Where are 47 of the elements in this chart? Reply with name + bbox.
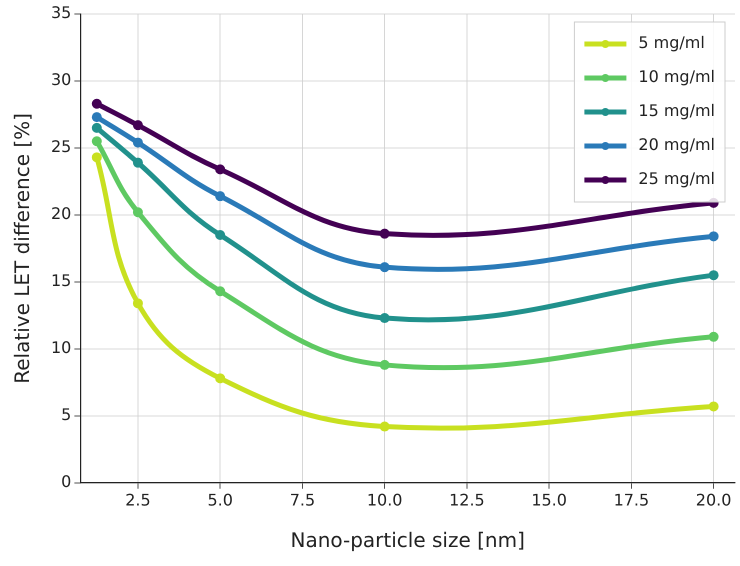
x-axis-title: Nano-particle size [nm]: [290, 528, 525, 552]
legend-label: 15 mg/ml: [638, 101, 715, 120]
x-tick-label: 10.0: [366, 490, 402, 510]
point: [708, 332, 719, 342]
y-tick-label: 5: [61, 404, 72, 424]
point: [215, 373, 226, 384]
y-tick-label: 15: [51, 271, 72, 290]
point: [215, 286, 226, 296]
point: [380, 313, 390, 324]
point: [708, 270, 719, 280]
y-tick-label: 30: [51, 70, 72, 90]
legend-label: 5 mg/ml: [638, 33, 705, 52]
point: [708, 401, 719, 412]
x-tick-label: 5.0: [207, 490, 233, 510]
x-tick-label: 17.5: [614, 490, 650, 510]
point: [215, 230, 226, 240]
point: [92, 152, 102, 162]
point: [92, 122, 102, 133]
point: [132, 120, 143, 130]
y-tick-label: 25: [51, 137, 72, 156]
x-tick-label: 15.0: [531, 490, 567, 510]
point: [92, 98, 102, 109]
legend-label: 25 mg/ml: [638, 169, 715, 188]
y-tick-label: 20: [51, 204, 72, 224]
x-tick-label: 12.5: [449, 490, 485, 510]
point: [132, 158, 143, 168]
point: [380, 360, 390, 370]
point: [215, 191, 226, 202]
y-tick-label: 35: [51, 3, 72, 22]
point: [92, 112, 102, 122]
point: [132, 138, 143, 148]
y-axis-title: Relative LET difference [%]: [10, 113, 34, 384]
point: [92, 136, 102, 146]
y-tick-label: 0: [61, 472, 72, 491]
x-tick-label: 20.0: [696, 490, 732, 510]
point: [132, 207, 143, 218]
x-tick-label: 7.5: [290, 490, 316, 510]
point: [380, 262, 390, 272]
point: [708, 231, 719, 242]
legend-label: 10 mg/ml: [638, 67, 715, 86]
y-tick-label: 10: [51, 338, 72, 358]
point: [380, 228, 390, 239]
legend-label: 20 mg/ml: [638, 135, 715, 154]
point: [132, 298, 143, 308]
x-tick-label: 2.5: [125, 490, 151, 510]
point: [215, 164, 226, 174]
point: [380, 422, 390, 432]
